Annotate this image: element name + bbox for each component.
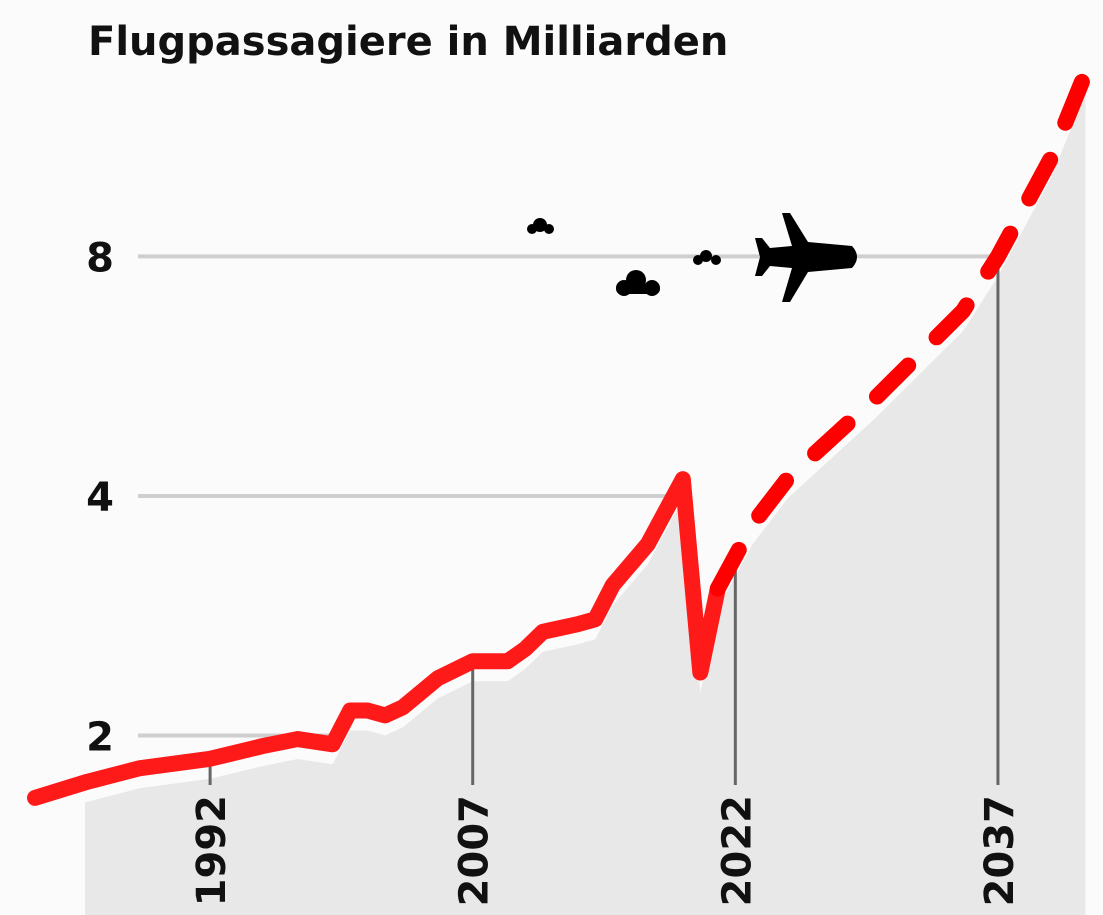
y-tick-label: 2 <box>86 715 114 761</box>
x-tick-label: 2037 <box>977 795 1023 906</box>
x-tick-label: 2022 <box>714 795 760 906</box>
y-tick-label: 8 <box>86 235 114 281</box>
x-tick-label: 2007 <box>452 795 498 906</box>
chart: Flugpassagiere in Milliarden 2 4 8 1992 2007… <box>0 0 1103 915</box>
chart-title: Flugpassagiere in Milliarden <box>88 19 728 65</box>
y-tick-label: 4 <box>86 475 114 521</box>
x-tick-label: 1992 <box>189 795 235 906</box>
